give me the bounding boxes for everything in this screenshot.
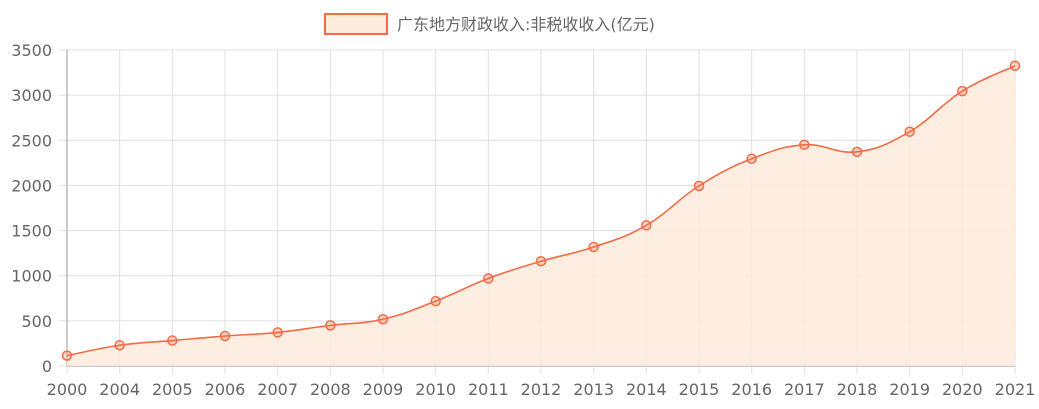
- legend-label[interactable]: 广东地方财政收入:非税收收入(亿元): [397, 15, 655, 34]
- legend-swatch[interactable]: [324, 13, 388, 35]
- data-point[interactable]: [851, 146, 863, 158]
- data-point[interactable]: [904, 126, 915, 137]
- y-tick-label: 1500: [11, 222, 52, 241]
- data-point[interactable]: [219, 330, 231, 342]
- legend[interactable]: 广东地方财政收入:非税收收入(亿元): [324, 13, 655, 35]
- data-point[interactable]: [746, 153, 757, 165]
- data-point[interactable]: [641, 220, 652, 231]
- x-tick-label: 2000: [47, 380, 88, 399]
- data-point[interactable]: [114, 339, 125, 351]
- plot-area: [61, 60, 1021, 367]
- y-tick-label: 2000: [11, 176, 52, 195]
- x-tick-label: 2015: [679, 380, 720, 399]
- y-tick-label: 1000: [11, 267, 52, 286]
- x-tick-label: 2006: [205, 380, 246, 399]
- x-tick-label: 2016: [731, 380, 772, 399]
- tick-labels: 0 500 1000 1500 2000 2500 3000 3500 2000 2004 2005…: [11, 41, 1035, 399]
- x-tick-label: 2004: [99, 380, 140, 399]
- x-tick-label: 2018: [837, 380, 878, 399]
- x-tick-label: 2017: [784, 380, 825, 399]
- x-tick-label: 2007: [257, 380, 298, 399]
- y-tick-label: 0: [42, 357, 52, 376]
- x-tick-label: 2021: [995, 380, 1036, 399]
- data-point[interactable]: [430, 295, 441, 307]
- data-point[interactable]: [588, 241, 599, 253]
- data-point[interactable]: [799, 139, 810, 151]
- data-point[interactable]: [693, 180, 705, 192]
- data-point[interactable]: [483, 273, 494, 284]
- x-tick-label: 2014: [626, 380, 667, 399]
- data-point[interactable]: [1009, 60, 1021, 72]
- x-tick-label: 2012: [521, 380, 562, 399]
- series-line: [66, 65, 1016, 357]
- x-tick-label: 2010: [415, 380, 456, 399]
- x-tick-label: 2011: [468, 380, 509, 399]
- y-tick-label: 500: [21, 312, 52, 331]
- data-point[interactable]: [61, 350, 73, 361]
- x-tick-label: 2009: [363, 380, 404, 399]
- x-tick-label: 2008: [310, 380, 351, 399]
- data-point[interactable]: [535, 256, 547, 267]
- y-tick-label: 3500: [11, 41, 52, 60]
- data-point[interactable]: [325, 320, 336, 331]
- data-point[interactable]: [272, 327, 283, 338]
- x-tick-label: 2013: [573, 380, 614, 399]
- series-area-fill: [67, 65, 1015, 367]
- data-point[interactable]: [167, 335, 178, 346]
- x-tick-label: 2019: [889, 380, 930, 399]
- y-tick-label: 2500: [11, 131, 52, 150]
- data-point[interactable]: [957, 85, 968, 97]
- y-tick-label: 3000: [11, 86, 52, 105]
- x-tick-label: 2020: [942, 380, 983, 399]
- x-tick-label: 2005: [152, 380, 193, 399]
- data-point[interactable]: [377, 313, 389, 325]
